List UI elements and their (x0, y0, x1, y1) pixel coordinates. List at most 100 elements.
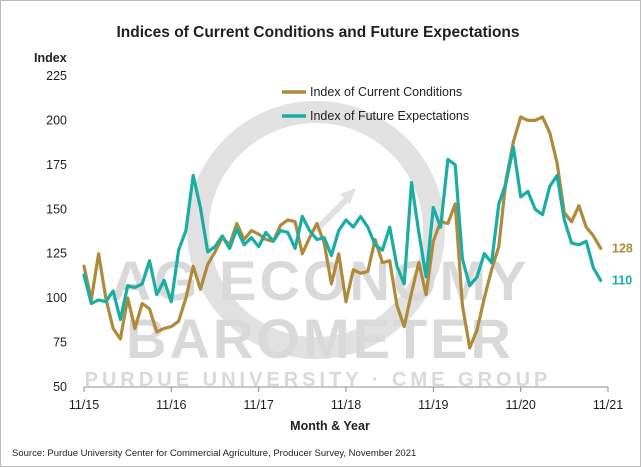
point-future-expectations (403, 283, 406, 285)
y-tick-label: 50 (53, 380, 67, 394)
point-future-expectations (432, 206, 435, 209)
point-future-expectations (410, 181, 413, 184)
point-current-conditions (527, 119, 529, 122)
point-current-conditions (126, 297, 129, 299)
x-tick-label: 11/16 (156, 398, 186, 412)
point-current-conditions (534, 119, 536, 122)
point-future-expectations (345, 219, 347, 221)
point-future-expectations (461, 258, 464, 260)
point-future-expectations (301, 215, 304, 218)
point-future-expectations (243, 244, 245, 246)
watermark-gauge-ring (187, 101, 445, 359)
y-tick-label: 175 (46, 158, 67, 172)
point-current-conditions (148, 308, 151, 310)
end-label-future-expectations: 110 (612, 273, 632, 287)
point-future-expectations (105, 300, 107, 303)
point-future-expectations (592, 267, 595, 269)
point-future-expectations (228, 247, 231, 250)
legend-label: Index of Future Expectations (310, 109, 469, 123)
point-current-conditions (345, 300, 347, 303)
point-current-conditions (490, 268, 493, 271)
y-tick-label: 100 (46, 291, 67, 305)
point-future-expectations (214, 245, 216, 248)
point-future-expectations (90, 302, 93, 305)
point-current-conditions (396, 304, 398, 307)
point-future-expectations (534, 208, 536, 211)
point-future-expectations (476, 276, 478, 278)
end-label-current-conditions: 128 (612, 241, 633, 255)
watermark: AG ECONOMY BAROMETER PURDUE UNIVERSITY ·… (85, 101, 547, 391)
point-current-conditions (279, 224, 282, 227)
point-future-expectations (439, 226, 442, 228)
point-future-expectations (585, 240, 587, 243)
x-tick-label: 11/21 (593, 398, 623, 412)
point-current-conditions (163, 327, 165, 330)
point-current-conditions (156, 331, 158, 333)
point-future-expectations (549, 185, 551, 187)
point-current-conditions (549, 132, 551, 134)
point-current-conditions (563, 212, 566, 214)
point-current-conditions (170, 325, 173, 328)
y-tick-label: 225 (46, 69, 67, 83)
point-current-conditions (447, 222, 449, 225)
point-future-expectations (367, 226, 369, 228)
point-future-expectations (337, 229, 340, 232)
point-future-expectations (519, 196, 522, 198)
point-current-conditions (177, 320, 180, 323)
point-future-expectations (498, 203, 500, 205)
point-future-expectations (599, 279, 602, 282)
point-current-conditions (410, 292, 413, 294)
point-future-expectations (359, 215, 362, 218)
point-future-expectations (490, 261, 493, 264)
point-future-expectations (170, 300, 173, 303)
point-current-conditions (206, 263, 209, 266)
point-future-expectations (279, 229, 282, 232)
point-future-expectations (374, 244, 376, 246)
point-current-conditions (519, 116, 522, 118)
point-future-expectations (265, 231, 267, 234)
point-current-conditions (512, 141, 515, 143)
point-current-conditions (228, 244, 231, 246)
point-current-conditions (83, 265, 85, 268)
point-future-expectations (563, 219, 566, 221)
point-future-expectations (388, 226, 391, 228)
point-future-expectations (134, 286, 136, 289)
point-future-expectations (221, 235, 224, 237)
point-future-expectations (257, 245, 260, 248)
y-tick-label: 200 (46, 113, 67, 127)
point-future-expectations (527, 190, 529, 193)
point-current-conditions (337, 252, 340, 255)
point-current-conditions (112, 327, 114, 330)
point-current-conditions (439, 220, 442, 223)
end-labels: 128 110 (612, 241, 633, 287)
point-current-conditions (301, 252, 304, 255)
point-future-expectations (483, 252, 486, 255)
point-current-conditions (498, 245, 500, 248)
x-tick-label: 11/18 (331, 398, 361, 412)
point-current-conditions (359, 272, 362, 275)
point-future-expectations (250, 236, 253, 239)
point-current-conditions (578, 204, 580, 207)
x-tick-label: 11/19 (418, 398, 448, 412)
x-axis-label: Month & Year (290, 419, 370, 433)
series-group (82, 115, 603, 350)
point-future-expectations (418, 231, 420, 234)
series-line-current-conditions (82, 115, 603, 350)
point-current-conditions (192, 265, 194, 268)
point-future-expectations (396, 265, 398, 268)
point-current-conditions (214, 251, 216, 253)
point-future-expectations (294, 247, 296, 250)
point-current-conditions (425, 293, 427, 296)
chart-title: Indices of Current Conditions and Future… (116, 24, 519, 41)
point-current-conditions (505, 178, 507, 180)
point-current-conditions (599, 247, 602, 250)
legend: Index of Current Conditions Index of Futu… (282, 85, 469, 123)
y-tick-label: 75 (53, 336, 67, 350)
point-current-conditions (432, 240, 435, 243)
point-future-expectations (541, 213, 544, 216)
point-current-conditions (323, 242, 326, 244)
point-current-conditions (134, 327, 136, 330)
point-future-expectations (236, 228, 238, 230)
point-future-expectations (287, 231, 289, 234)
